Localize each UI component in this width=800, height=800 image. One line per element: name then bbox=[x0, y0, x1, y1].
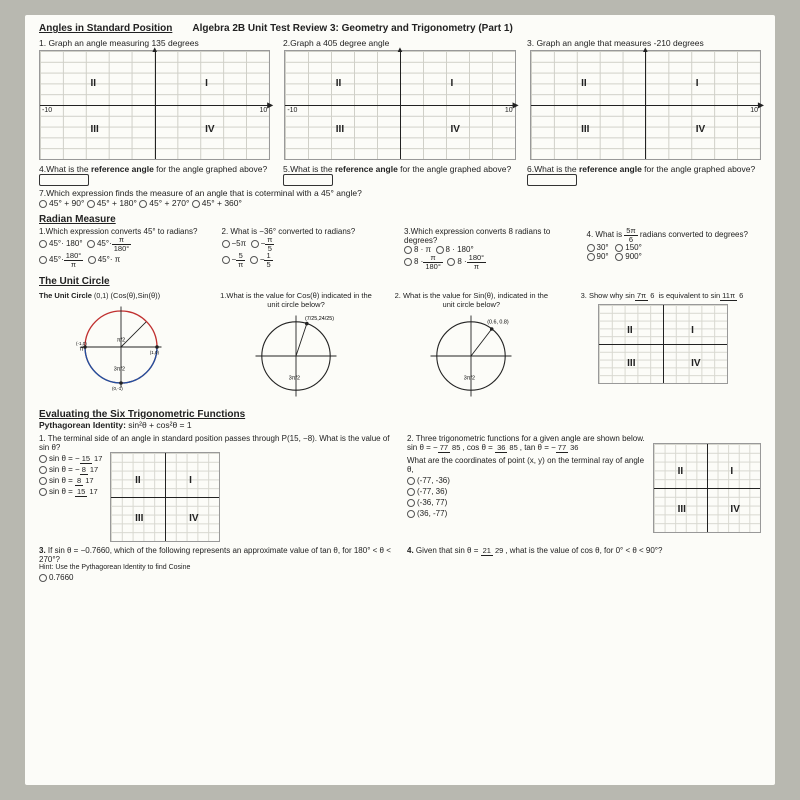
rad-q2: 2. What is −36° converted to radians? −5… bbox=[222, 227, 397, 270]
rad-q3: 3.Which expression converts 8 radians to… bbox=[404, 227, 579, 270]
coord-grid: ▶▲ I II III IV 10 bbox=[530, 50, 761, 160]
unit-circle-q2: 2. What is the value for Sin(θ), indicat… bbox=[390, 291, 553, 403]
svg-text:3π/2: 3π/2 bbox=[113, 366, 124, 372]
radio-option[interactable] bbox=[192, 200, 200, 208]
worksheet-page: Angles in Standard Position Algebra 2B U… bbox=[25, 15, 775, 785]
quad-iii: III bbox=[90, 124, 98, 135]
svg-text:(7/25,24/25): (7/25,24/25) bbox=[305, 316, 334, 322]
svg-text:π: π bbox=[79, 347, 83, 353]
ref-angle-questions: 4.What is the reference angle for the an… bbox=[39, 164, 761, 186]
answer-box[interactable] bbox=[39, 174, 89, 186]
svg-text:(0.6, 0.8): (0.6, 0.8) bbox=[488, 320, 510, 326]
grid-2: ▶▲ I II III IV -10 10 bbox=[284, 50, 515, 160]
radio-option[interactable] bbox=[39, 200, 47, 208]
svg-text:(1,0): (1,0) bbox=[149, 350, 159, 355]
q7-text: 7.Which expression finds the measure of … bbox=[39, 188, 362, 198]
q6-text: 6.What is the reference angle for the an… bbox=[527, 164, 755, 174]
svg-text:π/2: π/2 bbox=[117, 338, 125, 344]
svg-text:3π/2: 3π/2 bbox=[289, 375, 300, 381]
eval-q3: 3. If sin θ = −0.7660, which of the foll… bbox=[39, 546, 393, 584]
grid-3: ▶▲ I II III IV 10 bbox=[530, 50, 761, 160]
answer-box[interactable] bbox=[283, 174, 333, 186]
radian-section: Radian Measure 1.Which expression conver… bbox=[39, 214, 761, 270]
quad-i: I bbox=[205, 78, 208, 89]
radian-title: Radian Measure bbox=[39, 214, 761, 225]
eval-q2: 2. Three trigonometric functions for a g… bbox=[407, 434, 761, 542]
svg-text:(-1,0): (-1,0) bbox=[76, 341, 87, 346]
eval-grid-1: I II III IV bbox=[110, 452, 220, 542]
main-title: Algebra 2B Unit Test Review 3: Geometry … bbox=[192, 23, 512, 34]
section-title: Angles in Standard Position bbox=[39, 23, 172, 34]
quad-ii: II bbox=[90, 78, 96, 89]
grid-1: ▶▲ I II III IV -10 10 bbox=[39, 50, 270, 160]
quad-iv: IV bbox=[205, 124, 214, 135]
radio-option[interactable] bbox=[139, 200, 147, 208]
svg-text:(0,-1): (0,-1) bbox=[112, 386, 123, 391]
q5-text: 5.What is the reference angle for the an… bbox=[283, 164, 511, 174]
eval-section: Evaluating the Six Trigonometric Functio… bbox=[39, 409, 761, 584]
unit-circle-q3: 3. Show why sin7π6 is equivalent to sin1… bbox=[565, 291, 761, 384]
unit-circle-main: The Unit Circle (0,1) (Cos(θ),Sin(θ)) π/… bbox=[39, 291, 202, 394]
page-header: Angles in Standard Position Algebra 2B U… bbox=[39, 23, 761, 34]
rad-q4: 4. What is 5π6 radians converted to degr… bbox=[587, 227, 762, 270]
eval-q1: 1. The terminal side of an angle in stan… bbox=[39, 434, 393, 542]
eval-q4: 4. Given that sin θ = 2129, what is the … bbox=[407, 546, 761, 584]
coord-grid: ▶▲ I II III IV -10 10 bbox=[284, 50, 515, 160]
q4-text: 4.What is the reference angle for the an… bbox=[39, 164, 267, 174]
unitcircle-title: The Unit Circle bbox=[39, 276, 761, 287]
unit-circle-section: The Unit Circle The Unit Circle (0,1) (C… bbox=[39, 276, 761, 403]
angle-grids: ▶▲ I II III IV -10 10 ▶▲ I II III IV -10… bbox=[39, 50, 761, 160]
q7-row: 7.Which expression finds the measure of … bbox=[39, 188, 761, 208]
eval-title: Evaluating the Six Trigonometric Functio… bbox=[39, 409, 761, 420]
unit-circle-q1: 1.What is the value for Cos(θ) indicated… bbox=[214, 291, 377, 403]
svg-text:3π/2: 3π/2 bbox=[464, 375, 475, 381]
eval-grid-2: I II III IV bbox=[653, 443, 761, 533]
rad-q1: 1.Which expression converts 45° to radia… bbox=[39, 227, 214, 270]
answer-box[interactable] bbox=[527, 174, 577, 186]
coord-grid: ▶▲ I II III IV -10 10 bbox=[39, 50, 270, 160]
radio-option[interactable] bbox=[87, 200, 95, 208]
